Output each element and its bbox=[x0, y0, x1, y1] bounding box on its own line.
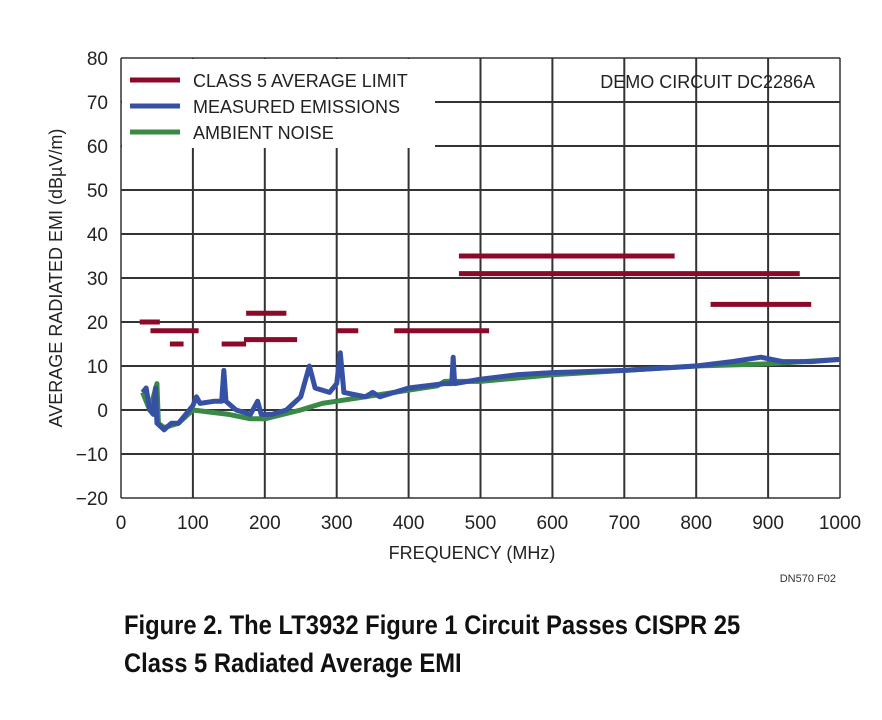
y-tick-label: 60 bbox=[87, 137, 108, 158]
y-tick-label: 70 bbox=[87, 93, 108, 114]
measured-emissions-line bbox=[140, 350, 841, 433]
x-tick-label: 900 bbox=[752, 513, 784, 534]
y-tick-label: 80 bbox=[87, 49, 108, 70]
x-tick-label: 1000 bbox=[819, 513, 861, 534]
x-axis-label: FREQUENCY (MHz) bbox=[389, 543, 556, 563]
y-tick-label: −10 bbox=[76, 445, 108, 466]
annotation: DEMO CIRCUIT DC2286A bbox=[600, 72, 815, 92]
y-tick-label: 20 bbox=[87, 313, 108, 334]
y-tick-label: 40 bbox=[87, 225, 108, 246]
x-tick-label: 100 bbox=[177, 513, 209, 534]
caption-line-1: Figure 2. The LT3932 Figure 1 Circuit Pa… bbox=[124, 610, 741, 640]
x-tick-label: 800 bbox=[680, 513, 712, 534]
y-axis-label: AVERAGE RADIATED EMI (dBµV/m) bbox=[46, 129, 66, 428]
x-tick-label: 0 bbox=[116, 513, 127, 534]
legend-label: CLASS 5 AVERAGE LIMIT bbox=[193, 71, 408, 91]
x-tick-label: 600 bbox=[537, 513, 569, 534]
y-tick-label: 30 bbox=[87, 269, 108, 290]
y-tick-label: 0 bbox=[97, 401, 108, 422]
emi-chart: 0 100 200 300 400 500 600 700 800 900 1000 −20 −10 0 1… bbox=[46, 49, 861, 585]
x-tick-label: 300 bbox=[321, 513, 353, 534]
ambient-noise-line bbox=[140, 356, 841, 431]
x-tick-label: 400 bbox=[393, 513, 425, 534]
x-tick-label: 700 bbox=[608, 513, 640, 534]
y-tick-label: −20 bbox=[76, 489, 108, 510]
x-tick-label: 500 bbox=[465, 513, 497, 534]
y-tick-label: 10 bbox=[87, 357, 108, 378]
figure-id: DN570 F02 bbox=[780, 573, 836, 585]
caption-line-2: Class 5 Radiated Average EMI bbox=[124, 648, 462, 678]
legend-label: MEASURED EMISSIONS bbox=[193, 97, 400, 117]
y-tick-label: 50 bbox=[87, 181, 108, 202]
figure-caption: Figure 2. The LT3932 Figure 1 Circuit Pa… bbox=[124, 606, 740, 682]
legend-label: AMBIENT NOISE bbox=[193, 123, 334, 143]
x-tick-label: 200 bbox=[249, 513, 281, 534]
